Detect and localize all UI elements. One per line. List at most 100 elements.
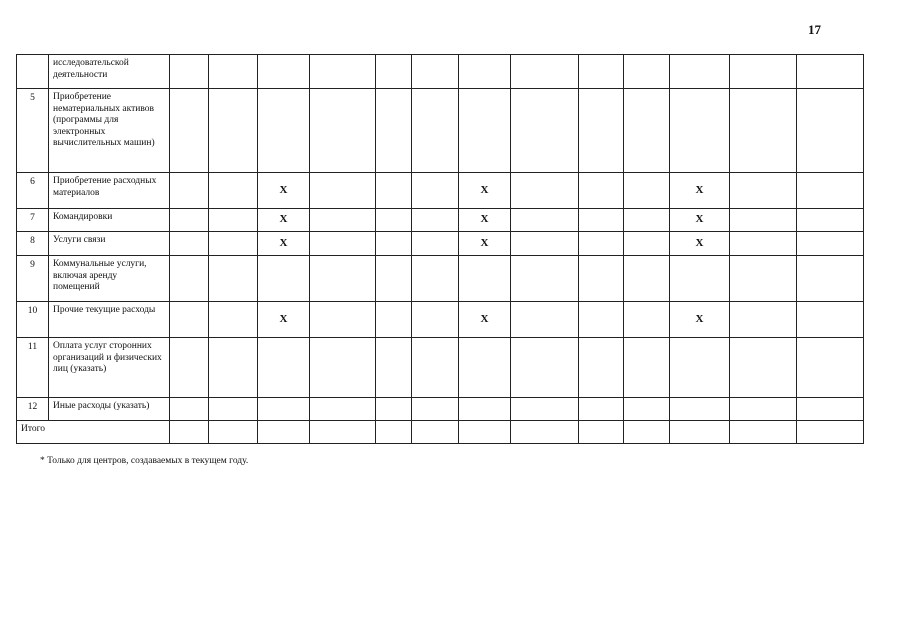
- empty-cell: [623, 337, 670, 398]
- row-number: 8: [16, 231, 49, 256]
- empty-cell: [578, 301, 624, 338]
- empty-cell: [309, 301, 376, 338]
- empty-cell: [208, 255, 258, 302]
- empty-cell: [669, 54, 730, 89]
- empty-cell: [510, 231, 579, 256]
- cell-mark: X: [458, 172, 511, 209]
- table-row: 12 Иные расходы (указать): [16, 397, 864, 421]
- total-row: Итого: [16, 420, 864, 444]
- empty-cell: [169, 397, 209, 421]
- empty-cell: [375, 337, 412, 398]
- cell-mark: X: [669, 208, 730, 232]
- empty-cell: [257, 88, 310, 173]
- footnote: * Только для центров, создаваемых в теку…: [40, 456, 249, 466]
- empty-cell: [510, 172, 579, 209]
- empty-cell: [510, 420, 579, 444]
- empty-cell: [669, 337, 730, 398]
- empty-cell: [309, 420, 376, 444]
- empty-cell: [510, 397, 579, 421]
- row-label: Услуги связи: [48, 231, 170, 256]
- empty-cell: [208, 208, 258, 232]
- empty-cell: [208, 54, 258, 89]
- empty-cell: [796, 420, 864, 444]
- empty-cell: [623, 54, 670, 89]
- empty-cell: [729, 397, 797, 421]
- empty-cell: [208, 301, 258, 338]
- row-label: исследовательской деятельности: [48, 54, 170, 89]
- empty-cell: [578, 54, 624, 89]
- cell-mark: X: [458, 231, 511, 256]
- row-number: 7: [16, 208, 49, 232]
- empty-cell: [375, 172, 412, 209]
- cell-mark: X: [458, 208, 511, 232]
- empty-cell: [375, 397, 412, 421]
- empty-cell: [169, 255, 209, 302]
- empty-cell: [309, 255, 376, 302]
- empty-cell: [623, 420, 670, 444]
- empty-cell: [169, 208, 209, 232]
- empty-cell: [623, 208, 670, 232]
- empty-cell: [578, 208, 624, 232]
- table-row: исследовательской деятельности: [16, 54, 864, 89]
- empty-cell: [510, 337, 579, 398]
- empty-cell: [169, 88, 209, 173]
- empty-cell: [169, 301, 209, 338]
- row-number: 5: [16, 88, 49, 173]
- empty-cell: [669, 255, 730, 302]
- empty-cell: [411, 54, 459, 89]
- row-number: 9: [16, 255, 49, 302]
- empty-cell: [729, 301, 797, 338]
- empty-cell: [169, 337, 209, 398]
- empty-cell: [208, 337, 258, 398]
- empty-cell: [375, 301, 412, 338]
- empty-cell: [208, 231, 258, 256]
- empty-cell: [796, 88, 864, 173]
- empty-cell: [458, 337, 511, 398]
- empty-cell: [257, 255, 310, 302]
- empty-cell: [411, 208, 459, 232]
- empty-cell: [796, 397, 864, 421]
- empty-cell: [796, 301, 864, 338]
- empty-cell: [729, 420, 797, 444]
- empty-cell: [729, 255, 797, 302]
- cell-mark: X: [458, 301, 511, 338]
- empty-cell: [309, 337, 376, 398]
- empty-cell: [578, 420, 624, 444]
- empty-cell: [510, 208, 579, 232]
- empty-cell: [458, 255, 511, 302]
- row-number: [16, 54, 49, 89]
- empty-cell: [375, 54, 412, 89]
- page-number: 17: [808, 22, 821, 37]
- empty-cell: [411, 420, 459, 444]
- empty-cell: [458, 420, 511, 444]
- table-row: 10 Прочие текущие расходы X X X: [16, 301, 864, 338]
- row-number: 11: [16, 337, 49, 398]
- table-row: 7 Командировки X X X: [16, 208, 864, 232]
- empty-cell: [309, 397, 376, 421]
- empty-cell: [623, 397, 670, 421]
- table-row: 6 Приобретение расходных материалов X X X: [16, 172, 864, 209]
- empty-cell: [169, 231, 209, 256]
- empty-cell: [729, 337, 797, 398]
- empty-cell: [510, 301, 579, 338]
- row-number: 6: [16, 172, 49, 209]
- cell-mark: X: [257, 231, 310, 256]
- row-label: Командировки: [48, 208, 170, 232]
- empty-cell: [796, 231, 864, 256]
- row-label: Оплата услуг сторонних организаций и физ…: [48, 337, 170, 398]
- empty-cell: [578, 337, 624, 398]
- cell-mark: X: [257, 172, 310, 209]
- row-label: Приобретение нематериальных активов (про…: [48, 88, 170, 173]
- empty-cell: [411, 172, 459, 209]
- empty-cell: [510, 88, 579, 173]
- cell-mark: X: [669, 172, 730, 209]
- empty-cell: [578, 397, 624, 421]
- empty-cell: [796, 255, 864, 302]
- expense-table: исследовательской деятельности 5 Приобрете…: [16, 54, 864, 444]
- empty-cell: [375, 255, 412, 302]
- empty-cell: [729, 231, 797, 256]
- empty-cell: [578, 231, 624, 256]
- empty-cell: [375, 208, 412, 232]
- empty-cell: [510, 255, 579, 302]
- empty-cell: [309, 172, 376, 209]
